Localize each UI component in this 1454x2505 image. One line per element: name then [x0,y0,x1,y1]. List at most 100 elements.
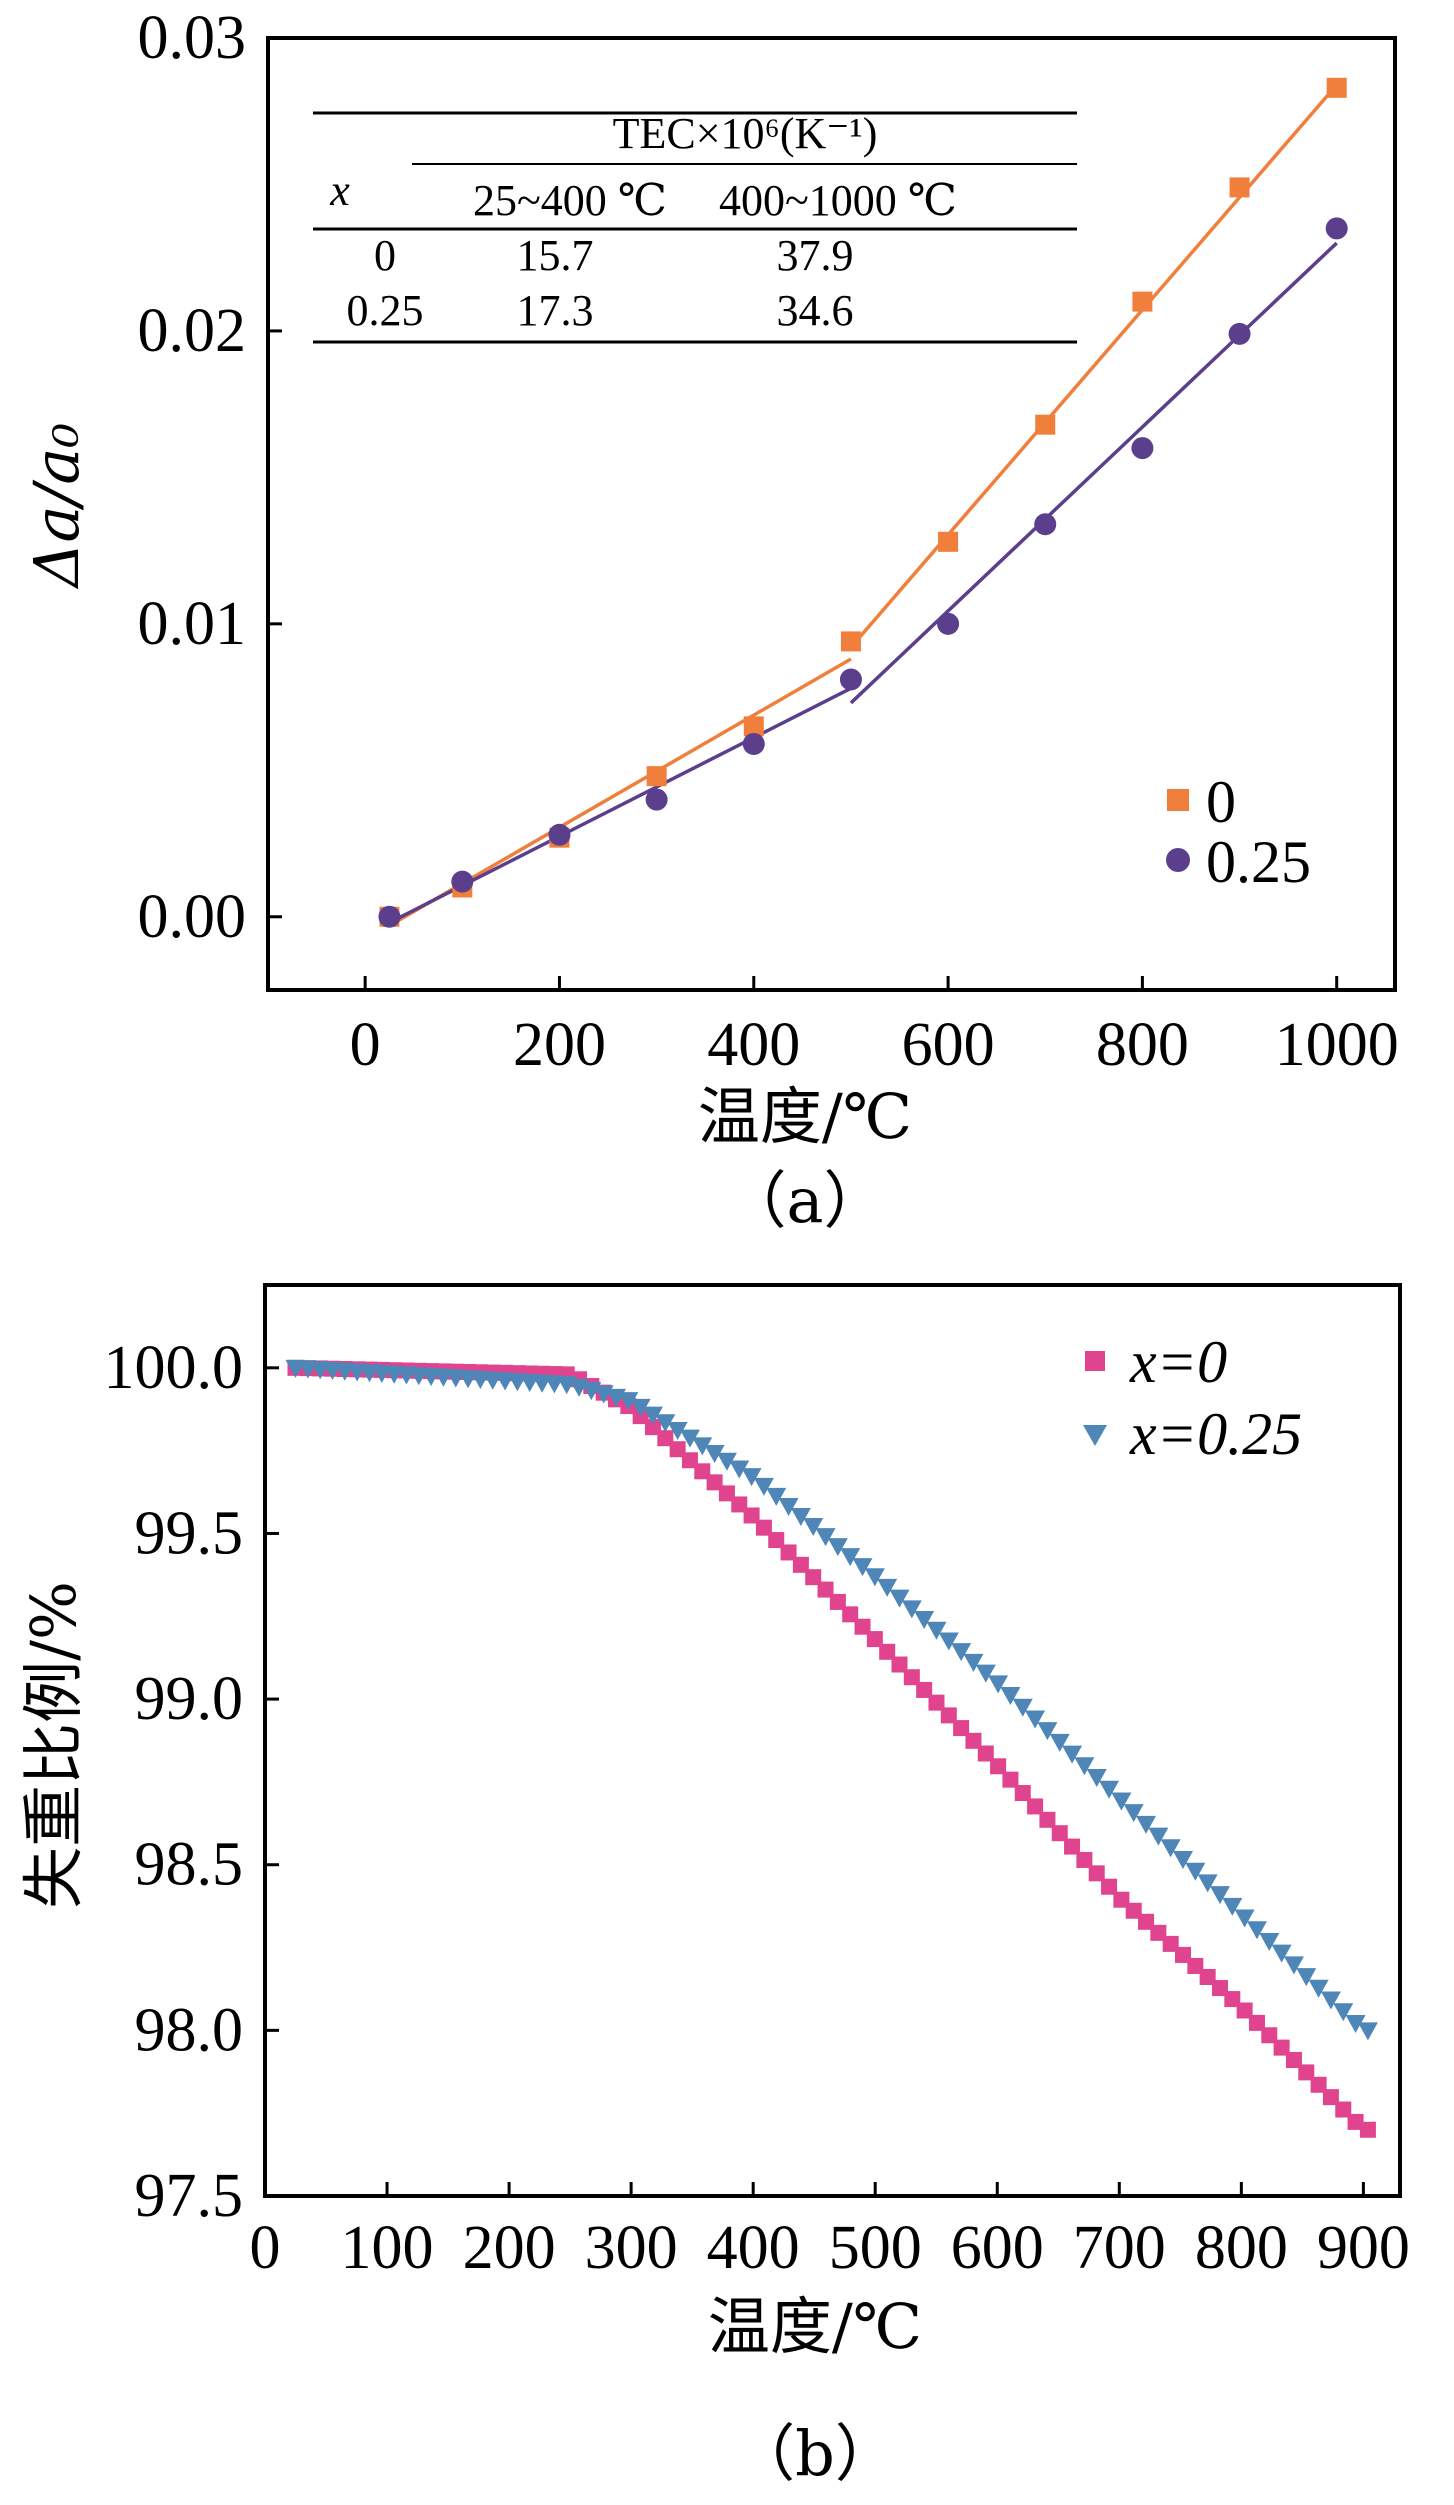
data-point-x025 [1062,1745,1083,1764]
y-tick-label-a: 0.03 [138,4,247,72]
data-point-x0 [731,1496,748,1513]
x-tick-label-a: 0 [350,1011,381,1079]
data-point-x025 [975,1664,996,1683]
data-point-x0 [718,1485,735,1502]
data-point-x025 [1209,1886,1230,1905]
data-point-x0 [940,1707,957,1724]
data-point-x025 [815,1528,836,1547]
table-cell: 17.3 [517,286,594,335]
data-point-x0 [1162,1935,1179,1952]
data-point-x025 [1234,1909,1255,1928]
data-point-x025 [803,1518,824,1537]
data-point-x025 [790,1507,811,1526]
table-group-header: TEC×10⁶(K⁻¹) [613,109,878,158]
panel-caption-a: （a） [725,1164,886,1237]
data-point-x0 [1359,2121,1376,2138]
data-point-x025 [1296,1968,1317,1987]
x-tick-label-b: 100 [341,2214,434,2282]
data-point-x0 [694,1463,711,1480]
data-point-x0 [792,1556,809,1573]
data-point-x025 [839,668,862,691]
x-tick-label-a: 800 [1096,1011,1189,1079]
data-point-x025 [716,1452,737,1471]
data-point-x025 [1185,1862,1206,1881]
data-point-x025 [914,1611,935,1630]
data-point-x0 [903,1669,920,1686]
x-tick-label-a: 200 [513,1011,606,1079]
data-point-x0 [1113,1891,1130,1908]
x-tick-label-a: 600 [902,1011,995,1079]
data-point-x025 [1228,322,1251,345]
x-axis-title-b: 温度/℃ [708,2290,922,2363]
data-point-x0 [1298,2064,1315,2081]
table-col-low: 25~400 ℃ [473,176,667,225]
data-point-x025 [1320,1991,1341,2010]
data-point-x0 [891,1656,908,1673]
x-tick-label-b: 700 [1073,2214,1166,2282]
data-point-x025 [451,870,474,893]
data-point-x0 [1199,1969,1216,1986]
data-point-x025 [1160,1839,1181,1858]
data-point-x0 [977,1745,994,1762]
legend-b: x=0 x=0.25 [1083,1329,1302,1467]
data-point-x025 [630,1398,651,1417]
data-point-x025 [778,1497,799,1516]
data-point-x0 [1229,177,1250,198]
data-point-x0 [644,1419,661,1436]
tec-inset-table: TEC×10⁶(K⁻¹) x 25~400 ℃ 400~1000 ℃ 0 15.… [313,109,1077,344]
y-axis-title-b: 失重比例/% [17,1581,90,1909]
data-point-x025 [901,1600,922,1619]
data-point-x025 [1271,1944,1292,1963]
data-point-x0 [657,1430,674,1447]
data-point-x025 [1173,1850,1194,1869]
legend-marker-triangle [1083,1425,1107,1446]
data-point-x0 [706,1474,723,1491]
data-point-x025 [951,1643,972,1662]
data-point-x0 [1125,1902,1142,1919]
table-col-x: x [329,166,350,215]
data-point-x0 [1027,1798,1044,1815]
data-point-x025 [704,1445,725,1464]
y-tick-label-b: 99.0 [135,1665,244,1733]
y-tick-label-b: 98.5 [135,1831,244,1899]
data-point-x0 [768,1532,785,1549]
x-tick-label-a: 1000 [1275,1011,1399,1079]
data-point-x025 [938,1632,959,1651]
data-point-x0 [1224,1991,1241,2008]
data-point-x025 [548,823,571,846]
data-point-x025 [741,1468,762,1487]
data-point-x025 [1111,1792,1132,1811]
data-point-x025 [1123,1804,1144,1823]
data-point-x025 [645,788,668,811]
legend-marker-square [1085,1351,1105,1371]
data-point-x0 [1211,1980,1228,1997]
y-tick-label-b: 99.5 [135,1499,244,1567]
data-point-x025 [1037,1722,1058,1741]
data-point-x025 [1345,2014,1366,2033]
data-point-x025 [840,1548,861,1567]
data-point-x0 [854,1618,871,1635]
panel-a: 0 200 400 600 800 1000 0.00 0.01 0.02 0.03 TEC×10… [20,4,1399,1237]
data-point-x025 [1136,1815,1157,1834]
data-point-x0 [1347,2113,1364,2130]
data-point-x025 [729,1460,750,1479]
data-point-x0 [965,1732,982,1749]
data-point-x0 [1088,1865,1105,1882]
data-point-x0 [829,1593,846,1610]
data-point-x025 [1074,1757,1095,1776]
table-cell: 0.25 [347,286,424,335]
y-tick-label-a: 0.00 [138,883,247,951]
y-tick-label-a: 0.01 [138,590,247,658]
legend-a: 0 0.25 [1166,769,1311,895]
data-point-x0 [681,1452,698,1469]
data-point-x0 [646,766,667,787]
panel-b: 0 100 200 300 400 500 600 700 800 900 97.5 98.0 98.5… [17,1283,1410,2490]
data-point-x025 [1012,1698,1033,1717]
data-point-x0 [805,1569,822,1586]
data-point-x0 [780,1544,797,1561]
data-point-x025 [1222,1897,1243,1916]
data-point-x025 [1025,1710,1046,1729]
x-tick-label-b: 600 [951,2214,1044,2282]
data-point-x025 [1131,437,1154,460]
